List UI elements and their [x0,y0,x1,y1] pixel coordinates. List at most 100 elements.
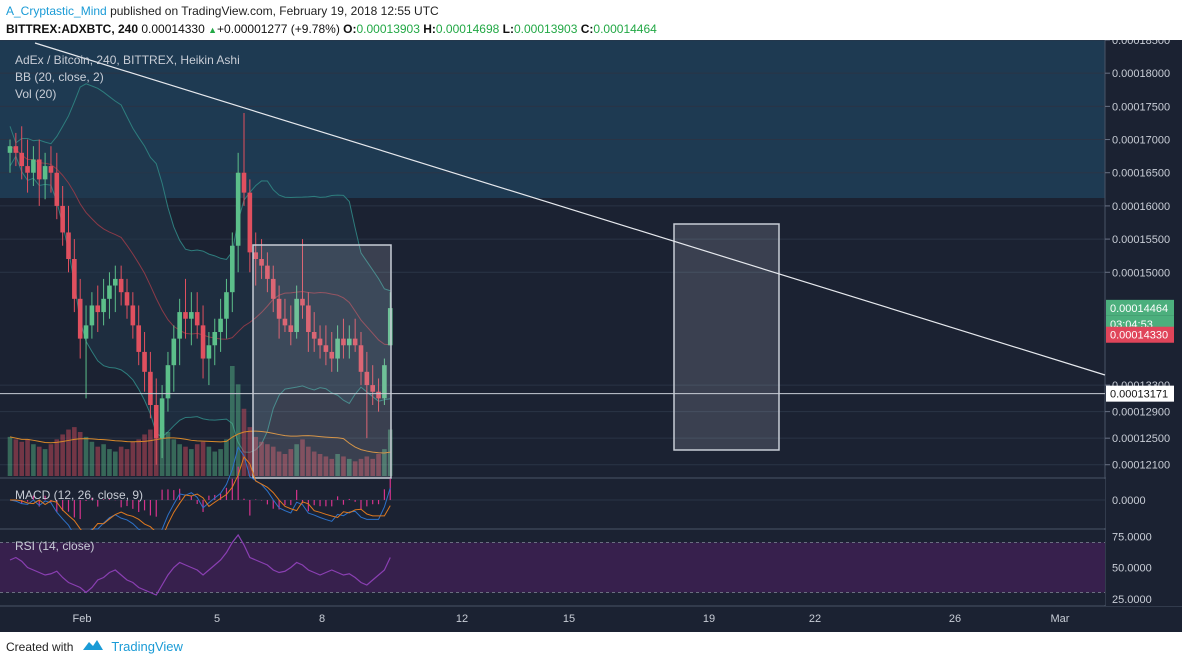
price-value: 0.00014330 [141,22,205,36]
rsi-band [0,542,1105,593]
volume-bar [60,434,65,476]
high-value: 0.00014698 [435,22,500,36]
candle-body [358,345,364,372]
low-value: 0.00013903 [514,22,578,36]
candle-body [230,245,235,293]
volume-bar [206,446,212,476]
price-axis[interactable]: 0.00018500 0.00018000 0.00017500 0.00017000… [1105,40,1182,606]
candle-body [317,338,323,346]
volume-bar [54,439,60,476]
volume-bar [300,439,305,476]
volume-bar [83,436,89,476]
candle-body [118,278,124,293]
low-label: L: [502,22,514,36]
highlight-box-2[interactable] [673,223,780,451]
time-tick-label: 22 [809,613,821,625]
descending-trendline[interactable] [34,42,1106,376]
ohlc-line: BITTREX:ADXBTC, 240 0.00014330 ▲+0.00001… [6,22,657,36]
volume-bar [148,429,153,476]
candle-body [148,371,153,405]
macd-label: MACD (12, 26, close, 9) [15,488,143,502]
candle-body [77,298,83,339]
close-value: 0.00014464 [593,22,657,36]
volume-bar [317,454,323,476]
volume-bar [218,449,223,476]
bb-label: BB (20, close, 2) [15,70,104,84]
candle-body [130,305,136,326]
candle-body [194,312,200,326]
price-tick-label: 0.00016500 [1112,168,1170,180]
publish-line: A_Cryptastic_Mind published on TradingVi… [6,4,439,18]
support-price-badge [1106,385,1174,402]
candle-body [124,292,130,306]
volume-bar [341,456,346,476]
candle-body [107,285,112,299]
rsi-label: RSI (14, close) [15,539,94,553]
candle-body [235,172,241,246]
high-label: H: [423,22,436,36]
price-chart[interactable]: 0.00018500 0.00018000 0.00017500 0.00017000… [0,40,1182,632]
volume-bar [382,449,387,476]
macd-background [0,479,1105,528]
last-price-badge [1106,326,1174,343]
volume-bar [247,427,253,476]
candle-body [89,305,95,326]
time-tick-label: 5 [214,613,220,625]
candle-body [212,332,218,346]
grid [0,40,1182,607]
candle-body [241,172,247,193]
volume-bar [265,444,270,476]
volume-bar [113,451,118,476]
time-axis[interactable]: Feb 5 8 12 15 19 22 26 Mar [0,607,1182,632]
volume-bar [194,444,200,476]
rsi-tick-label: 75.0000 [1112,531,1152,543]
candle-body [206,345,212,359]
volume-bar [189,449,194,476]
volume-bar [171,439,177,476]
price-tick-label: 0.00015500 [1112,234,1170,246]
close-price-badge [1106,299,1174,316]
volume-bar [48,444,54,476]
volume-bar [107,449,112,476]
candle-body [247,192,253,253]
volume-bar [130,441,136,476]
candle-body [253,252,258,259]
volume-bars [7,366,393,476]
volume-bar [306,446,311,476]
change-value: +0.00001277 (+9.78%) [217,22,340,36]
candle-body [83,325,89,339]
support-price-label: 0.00013171 [1110,389,1168,401]
highlight-box-1[interactable] [252,244,392,479]
candle-body [224,292,229,319]
time-tick-label: 12 [456,613,468,625]
price-tick-label: 0.00018000 [1112,68,1170,80]
candle-body [159,398,165,439]
candle-body [113,278,118,286]
volume-bar [136,439,141,476]
price-tick-label: 0.00017000 [1112,135,1170,147]
candle-body [19,152,24,167]
volume-bar [347,458,352,476]
candle-body [300,298,305,306]
candle-body [329,351,335,359]
time-tick-label: 15 [563,613,575,625]
volume-bar [42,449,48,476]
volume-bar [7,436,13,476]
candle-body [282,318,288,326]
author-link[interactable]: A_Cryptastic_Mind [6,4,107,18]
volume-bar [270,446,276,476]
volume-bar [89,441,95,476]
close-price-label: 0.00014464 [1110,303,1168,315]
drawings[interactable] [0,42,1106,479]
price-tick-label: 0.00012900 [1112,407,1170,419]
volume-bar [230,366,235,476]
tradingview-cloud-icon [81,638,105,655]
macd-tick-label: 0.0000 [1112,495,1146,507]
resistance-zone [0,40,1105,198]
candle-body [153,405,159,439]
candle-body [311,332,317,339]
time-tick-label: Feb [73,613,92,625]
tradingview-link[interactable]: TradingView [111,639,183,654]
candle-body [288,325,294,332]
footer: Created with TradingView [6,638,183,655]
